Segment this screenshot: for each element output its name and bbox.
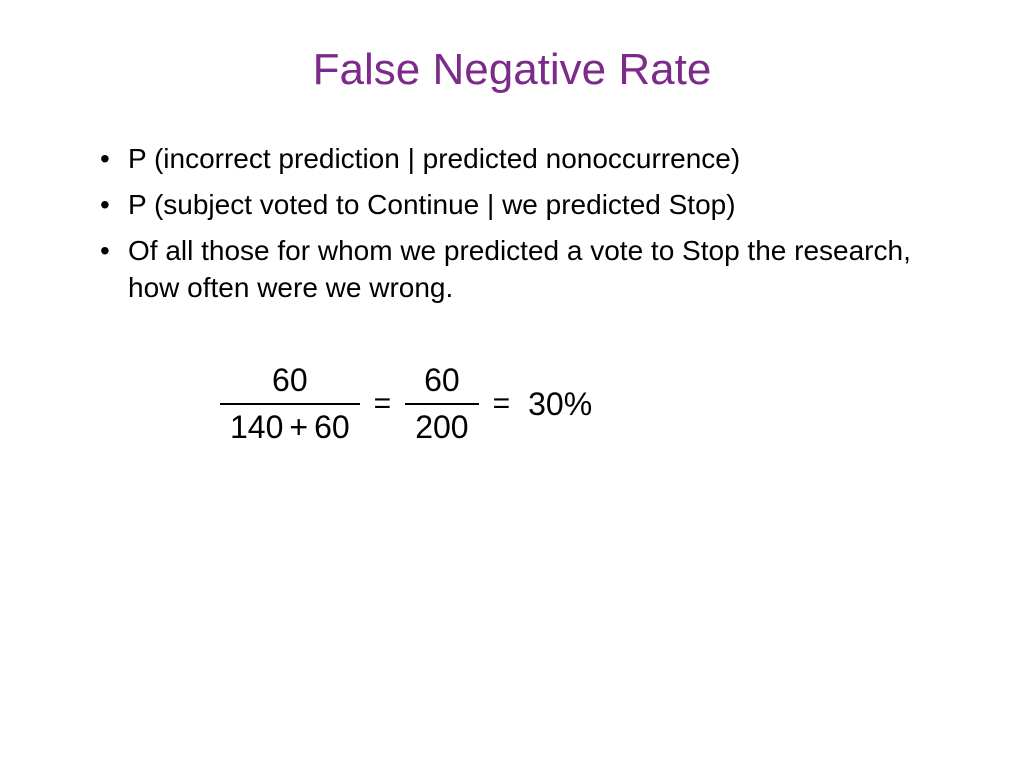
slide-title: False Negative Rate: [60, 45, 964, 95]
bullet-list: P (incorrect prediction | predicted nono…: [60, 140, 964, 307]
frac1-den-b: 60: [314, 409, 350, 445]
bullet-item: Of all those for whom we predicted a vot…: [100, 232, 964, 308]
frac2-denominator: 200: [405, 403, 478, 446]
frac1-den-a: 140: [230, 409, 283, 445]
frac1-numerator: 60: [262, 362, 318, 403]
bullet-item: P (subject voted to Continue | we predic…: [100, 186, 964, 224]
frac2-numerator: 60: [414, 362, 470, 403]
equals-2: =: [493, 387, 511, 421]
equation-block: 60 140+60 = 60 200 = 30%: [220, 362, 964, 446]
equation-result: 30%: [528, 386, 592, 423]
equals-1: =: [374, 387, 392, 421]
slide-container: False Negative Rate P (incorrect predict…: [0, 0, 1024, 768]
fraction-2: 60 200: [405, 362, 478, 446]
bullet-item: P (incorrect prediction | predicted nono…: [100, 140, 964, 178]
fraction-1: 60 140+60: [220, 362, 360, 446]
frac1-denominator: 140+60: [220, 403, 360, 446]
plus-sign: +: [289, 409, 308, 445]
